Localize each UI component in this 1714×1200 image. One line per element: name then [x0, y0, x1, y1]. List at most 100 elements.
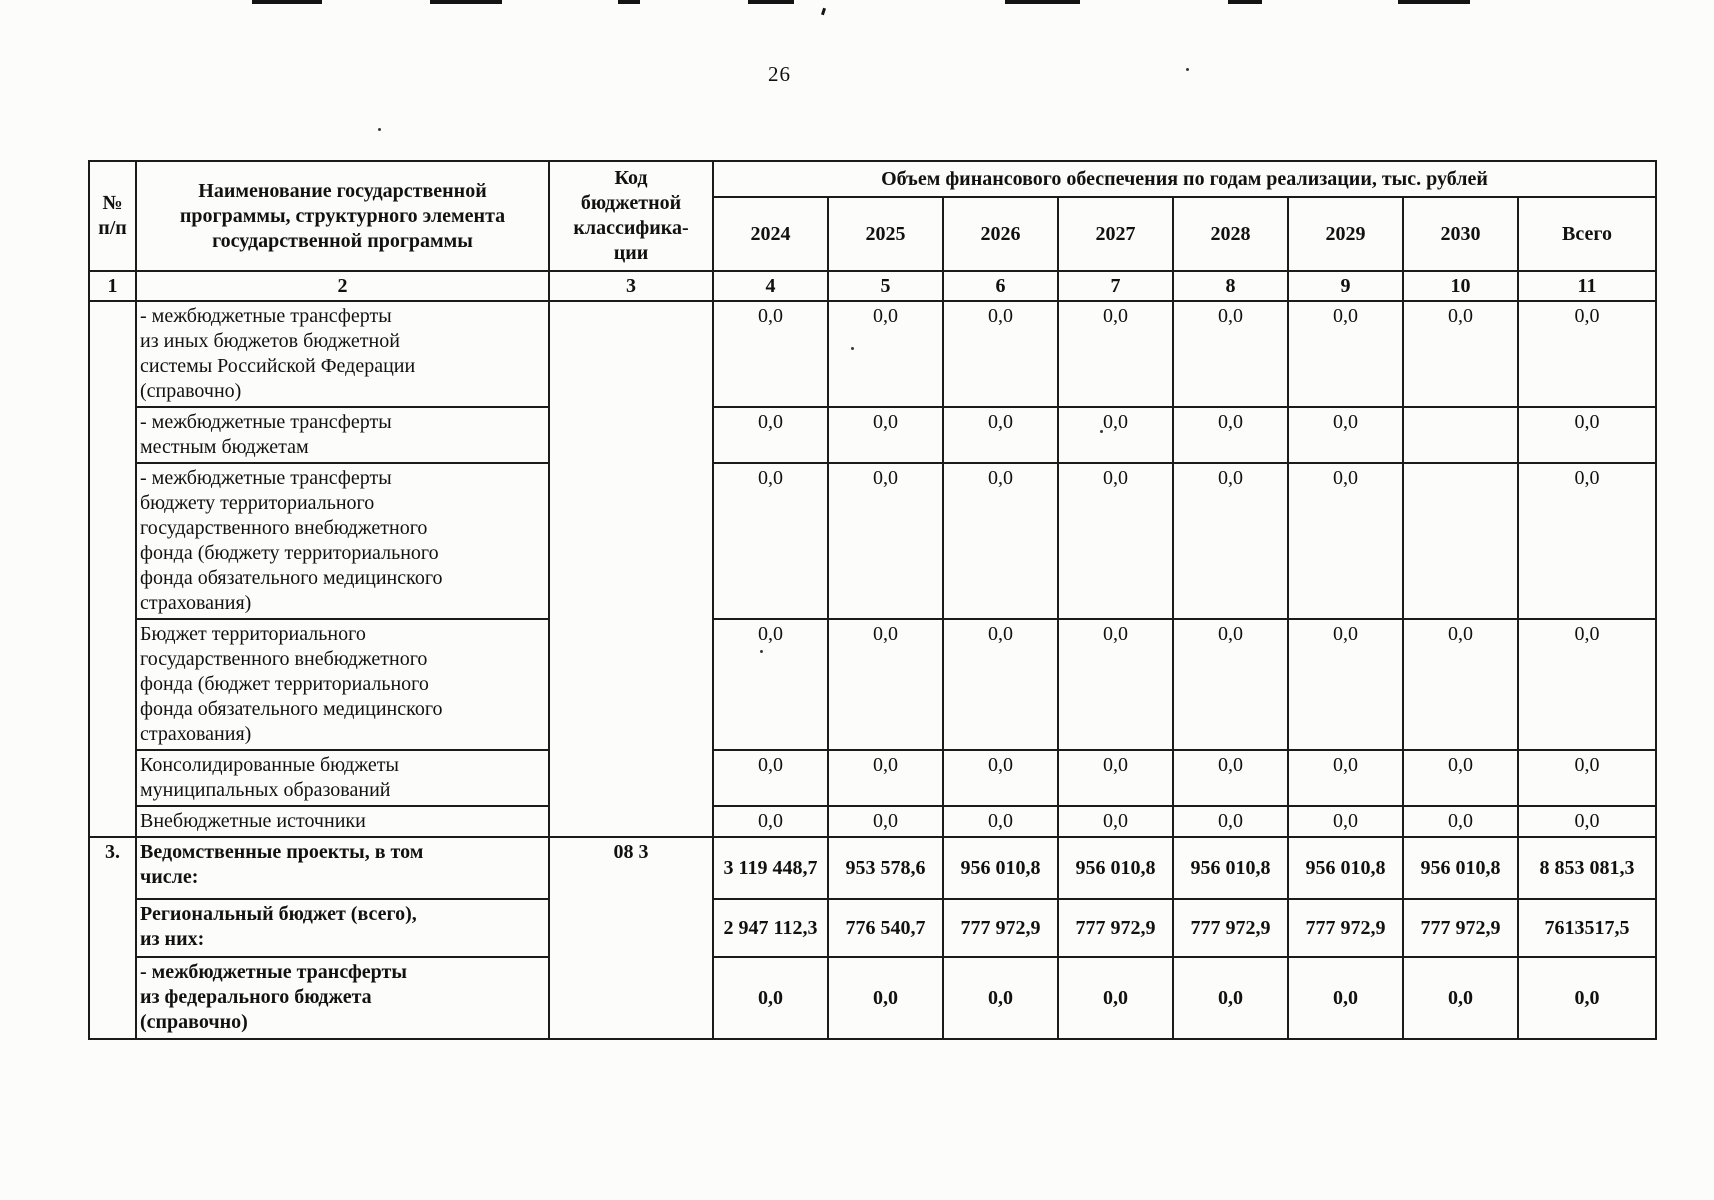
- col-header-year-2027: 2027: [1057, 196, 1174, 272]
- value-cell-2027: 0,0: [1057, 300, 1174, 408]
- col-header-name: Наименование государственной программы, …: [135, 160, 550, 272]
- value-cell-2024: 0,0: [712, 618, 829, 751]
- value-cell-total: 0,0: [1517, 406, 1657, 464]
- scan-artifact: [1005, 0, 1080, 4]
- table-row: - межбюджетные трансферты из иных бюджет…: [88, 300, 1657, 838]
- value-cell-2027: 0,0: [1057, 805, 1174, 838]
- value-cell-2030: 777 972,9: [1402, 898, 1519, 958]
- value-cell-2025: 776 540,7: [827, 898, 944, 958]
- value-cell-2029: 0,0: [1287, 618, 1404, 751]
- value-cell-2028: 0,0: [1172, 406, 1289, 464]
- value-cell-total: 8 853 081,3: [1517, 836, 1657, 900]
- value-cell-total: 0,0: [1517, 956, 1657, 1040]
- col-index: 6: [942, 270, 1059, 302]
- value-cell-2029: 0,0: [1287, 300, 1404, 408]
- scan-artifact: [820, 7, 827, 16]
- value-cell-2029: 777 972,9: [1287, 898, 1404, 958]
- value-cell-2024: 0,0: [712, 956, 829, 1040]
- scan-speck: [378, 128, 381, 131]
- col-index: 7: [1057, 270, 1174, 302]
- col-index: 3: [548, 270, 714, 302]
- row-number-cell: [88, 300, 137, 838]
- program-name-cell: Бюджет территориального государственного…: [135, 618, 550, 751]
- value-cell-2027: 0,0: [1057, 406, 1174, 464]
- value-cell-2027: 0,0: [1057, 749, 1174, 807]
- value-cell-total: 0,0: [1517, 805, 1657, 838]
- value-cell-2030: [1402, 462, 1519, 620]
- value-cell-2029: 0,0: [1287, 462, 1404, 620]
- value-cell-2029: 0,0: [1287, 406, 1404, 464]
- value-cell-2026: 956 010,8: [942, 836, 1059, 900]
- value-cell-2024: 0,0: [712, 300, 829, 408]
- table-row: Консолидированные бюджеты муниципальных …: [89, 749, 1657, 807]
- col-index: 2: [135, 270, 550, 302]
- program-name-cell: - межбюджетные трансферты бюджету террит…: [135, 462, 550, 620]
- value-cell-2028: 0,0: [1172, 805, 1289, 838]
- col-header-year-2026: 2026: [942, 196, 1059, 272]
- value-cell-2025: 0,0: [827, 406, 944, 464]
- value-cell-2026: 0,0: [942, 300, 1059, 408]
- table-row: - межбюджетные трансферты из федеральног…: [89, 956, 1657, 1040]
- value-cell-2024: 2 947 112,3: [712, 898, 829, 958]
- value-cell-2028: 956 010,8: [1172, 836, 1289, 900]
- value-cell-2030: 0,0: [1402, 618, 1519, 751]
- scan-artifact: [1228, 0, 1262, 4]
- col-index: 1: [88, 270, 137, 302]
- value-cell-2025: 0,0: [827, 618, 944, 751]
- scan-speck: [1186, 68, 1189, 71]
- program-name-cell: - межбюджетные трансферты из иных бюджет…: [135, 300, 550, 408]
- value-cell-2026: 0,0: [942, 805, 1059, 838]
- value-cell-2028: 0,0: [1172, 749, 1289, 807]
- value-cell-2028: 0,0: [1172, 618, 1289, 751]
- header-row-1: № п/п Наименование государственной прогр…: [88, 160, 1657, 272]
- scan-artifact: [618, 0, 640, 4]
- value-cell-2027: 0,0: [1057, 956, 1174, 1040]
- value-cell-2030: [1402, 406, 1519, 464]
- column-index-row: 1 2 3 4 5 6 7 8 9 10 11: [88, 270, 1657, 302]
- value-cell-2025: 953 578,6: [827, 836, 944, 900]
- value-cell-2030: 0,0: [1402, 749, 1519, 807]
- value-cell-2024: 0,0: [712, 805, 829, 838]
- value-cell-2027: 0,0: [1057, 618, 1174, 751]
- col-header-code: Код бюджетной классифика- ции: [548, 160, 714, 272]
- program-name-cell: - межбюджетные трансферты из федеральног…: [135, 956, 550, 1040]
- scan-artifact: [1398, 0, 1470, 4]
- value-cell-2025: 0,0: [827, 805, 944, 838]
- value-cell-2024: 0,0: [712, 462, 829, 620]
- page-number: 26: [768, 62, 791, 86]
- col-index: 8: [1172, 270, 1289, 302]
- value-cell-total: 0,0: [1517, 749, 1657, 807]
- col-header-total: Всего: [1517, 196, 1657, 272]
- program-name-cell: - межбюджетные трансферты местным бюджет…: [135, 406, 550, 464]
- value-cell-2030: 0,0: [1402, 300, 1519, 408]
- program-name-cell: Консолидированные бюджеты муниципальных …: [135, 749, 550, 807]
- table-row: Внебюджетные источники 0,0 0,0 0,0 0,0 0…: [89, 805, 1657, 838]
- value-cell-total: 0,0: [1517, 300, 1657, 408]
- value-cell-total: 0,0: [1517, 618, 1657, 751]
- value-cell-2024: 0,0: [712, 406, 829, 464]
- col-index: 4: [712, 270, 829, 302]
- scan-artifact: [430, 0, 502, 4]
- row-number-cell: 3.: [88, 836, 137, 1040]
- value-cell-2028: 777 972,9: [1172, 898, 1289, 958]
- table-row: Бюджет территориального государственного…: [89, 618, 1657, 751]
- col-index: 5: [827, 270, 944, 302]
- table-row: - межбюджетные трансферты бюджету террит…: [89, 462, 1657, 620]
- budget-code-cell: 08 3: [548, 836, 714, 1040]
- col-header-num: № п/п: [88, 160, 137, 272]
- program-name-cell: Ведомственные проекты, в том числе:: [135, 836, 550, 900]
- value-cell-2025: 0,0: [827, 300, 944, 408]
- value-cell-2028: 0,0: [1172, 462, 1289, 620]
- col-header-year-2024: 2024: [712, 196, 829, 272]
- table-row: Региональный бюджет (всего), из них: 2 9…: [89, 898, 1657, 958]
- program-name-cell: Внебюджетные источники: [135, 805, 550, 838]
- table-row: - межбюджетные трансферты местным бюджет…: [89, 406, 1657, 464]
- value-cell-2029: 0,0: [1287, 956, 1404, 1040]
- value-cell-2025: 0,0: [827, 749, 944, 807]
- col-header-year-2025: 2025: [827, 196, 944, 272]
- value-cell-2026: 0,0: [942, 956, 1059, 1040]
- budget-code-cell: [548, 300, 714, 838]
- value-cell-total: 0,0: [1517, 462, 1657, 620]
- value-cell-2026: 0,0: [942, 406, 1059, 464]
